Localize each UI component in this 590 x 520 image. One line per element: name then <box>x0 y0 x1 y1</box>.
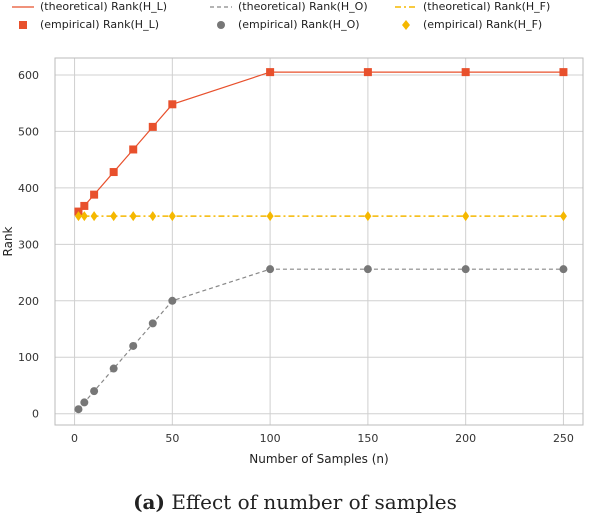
y-tick-label: 300 <box>18 238 39 251</box>
legend-item-empirical-hl: (empirical) Rank(H_L) <box>12 18 159 31</box>
x-tick-label: 200 <box>455 432 476 445</box>
data-point-square <box>109 168 118 177</box>
legend-item-empirical-hf: (empirical) Rank(H_F) <box>395 18 542 31</box>
data-point-diamond <box>149 211 157 222</box>
legend-label: (empirical) Rank(H_L) <box>40 18 159 31</box>
data-point-circle <box>80 398 89 407</box>
y-tick-label: 100 <box>18 351 39 364</box>
x-tick-label: 100 <box>260 432 281 445</box>
data-point-diamond <box>266 211 274 222</box>
x-tick-label: 150 <box>357 432 378 445</box>
legend: (theoretical) Rank(H_L) (theoretical) Ra… <box>0 0 590 40</box>
data-point-circle <box>148 319 157 328</box>
data-point-circle <box>461 265 470 274</box>
plot-frame <box>54 57 584 426</box>
figure-caption: (a) Effect of number of samples <box>0 490 590 514</box>
legend-swatch-circle-marker <box>217 21 225 29</box>
data-point-diamond <box>129 211 137 222</box>
caption-label: (a) <box>133 490 165 514</box>
x-tick-label: 250 <box>553 432 574 445</box>
legend-item-theoretical-hf: (theoretical) Rank(H_F) <box>395 0 550 13</box>
x-tick-label: 0 <box>71 432 78 445</box>
data-point-circle <box>129 341 138 350</box>
x-tick-label: 50 <box>165 432 179 445</box>
legend-label: (theoretical) Rank(H_F) <box>423 0 551 13</box>
legend-item-theoretical-ho: (theoretical) Rank(H_O) <box>210 0 368 13</box>
data-point-diamond <box>559 211 567 222</box>
data-point-circle <box>109 364 118 373</box>
data-point-square <box>266 68 275 77</box>
data-point-diamond <box>110 211 118 222</box>
x-axis-label: Number of Samples (n) <box>249 452 388 466</box>
data-point-diamond <box>90 211 98 222</box>
data-point-square <box>80 201 89 210</box>
legend-label: (empirical) Rank(H_O) <box>238 18 360 31</box>
data-point-circle <box>559 265 568 274</box>
data-point-circle <box>74 405 83 414</box>
data-point-diamond <box>168 211 176 222</box>
data-point-square <box>168 100 177 109</box>
y-tick-label: 0 <box>32 408 39 421</box>
legend-item-theoretical-hl: (theoretical) Rank(H_L) <box>12 0 167 13</box>
legend-swatch-dashed-line <box>210 6 232 8</box>
series-0-line <box>78 71 564 213</box>
legend-swatch-square-marker <box>19 21 27 29</box>
data-point-circle <box>90 387 99 396</box>
legend-swatch-dashdot-line <box>395 6 417 8</box>
rank-vs-samples-chart: 0 50 100 150 200 250 0 100 200 300 400 500 600 Number… <box>1 57 584 466</box>
y-tick-label: 400 <box>18 182 39 195</box>
legend-label: (empirical) Rank(H_F) <box>423 18 543 31</box>
legend-label: (theoretical) Rank(H_L) <box>40 0 168 13</box>
series-2-line <box>78 268 564 410</box>
data-point-diamond <box>74 211 82 222</box>
data-point-diamond <box>80 211 88 222</box>
y-axis-label: Rank <box>1 226 15 256</box>
data-point-diamond <box>462 211 470 222</box>
legend-swatch-diamond-marker <box>402 20 410 30</box>
data-point-circle <box>363 265 372 274</box>
legend-swatch-solid-line <box>12 6 34 8</box>
data-point-square <box>148 122 157 131</box>
data-point-diamond <box>364 211 372 222</box>
data-point-circle <box>168 296 177 305</box>
y-tick-label: 200 <box>18 295 39 308</box>
caption-text: Effect of number of samples <box>171 490 457 514</box>
data-point-square <box>363 68 372 77</box>
y-tick-label: 500 <box>18 125 39 138</box>
data-point-square <box>461 68 470 77</box>
legend-label: (theoretical) Rank(H_O) <box>238 0 368 13</box>
legend-item-empirical-ho: (empirical) Rank(H_O) <box>210 18 360 31</box>
data-point-square <box>129 145 138 154</box>
data-point-circle <box>266 265 275 274</box>
data-point-square <box>559 68 568 77</box>
y-tick-label: 600 <box>18 69 39 82</box>
data-point-square <box>90 190 99 199</box>
